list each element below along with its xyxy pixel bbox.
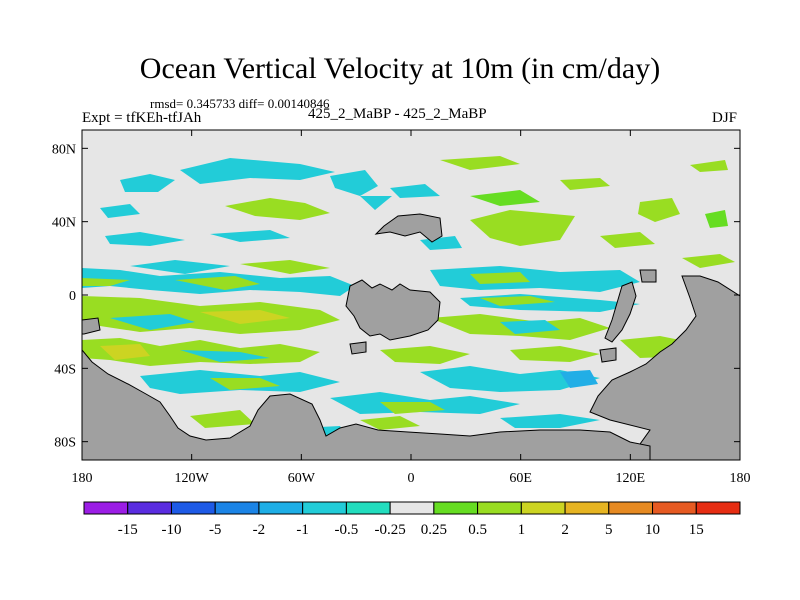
field-patch (360, 416, 420, 430)
field-patch (500, 414, 600, 428)
x-axis: 180 120W 60W 0 60E 120E 180 (72, 130, 751, 486)
colorbar: -15 -10 -5 -2 -1 -0.5 -0.25 0.25 0.5 1 2 5 10 15 (83, 501, 741, 538)
y-tick-label: 0 (69, 289, 76, 304)
land-mass (604, 281, 637, 343)
colorbar-label: 5 (605, 522, 613, 538)
field-patch (240, 260, 330, 274)
field-patch (210, 378, 280, 390)
colorbar-swatch (302, 501, 347, 515)
field-patch (638, 198, 680, 222)
colorbar-swatch (127, 501, 172, 515)
colorbar-label: 1 (518, 522, 526, 538)
land-mass (82, 317, 101, 335)
colorbar-swatch (652, 501, 697, 515)
field-patch (380, 346, 470, 364)
colorbar-swatch (345, 501, 391, 515)
field-patch (380, 402, 445, 414)
y-tick-label: 80N (52, 142, 76, 157)
land-mass (599, 347, 617, 363)
colorbar-label: -5 (209, 522, 222, 538)
field-patch (560, 178, 610, 190)
x-tick-label: 60W (288, 471, 316, 486)
chart-title: Ocean Vertical Velocity at 10m (in cm/da… (139, 52, 661, 85)
field-patch (705, 210, 728, 228)
field-patch (470, 190, 540, 206)
field-patch (500, 320, 560, 334)
colorbar-label: 2 (561, 522, 569, 538)
colorbar-label: -10 (161, 522, 181, 538)
field-patch (175, 276, 260, 290)
field-patch (682, 254, 735, 268)
field-patch (180, 350, 270, 362)
colorbar-swatch (695, 501, 741, 515)
field-patch (420, 366, 600, 392)
land-mass (82, 349, 651, 460)
field-patch (470, 272, 530, 284)
colorbar-swatch (520, 501, 566, 515)
colorbar-label: -0.25 (375, 522, 406, 538)
case-label: 425_2_MaBP - 425_2_MaBP (308, 106, 487, 122)
colorbar-label: 10 (645, 522, 660, 538)
field-patch (200, 310, 290, 324)
field-patch (560, 370, 598, 388)
field-patch (100, 344, 150, 360)
field-patch (130, 260, 230, 274)
colorbar-swatch (214, 501, 260, 515)
field-patch (690, 160, 728, 172)
field-patch (330, 170, 378, 196)
colorbar-swatch (564, 501, 610, 515)
field-patch (480, 296, 555, 306)
season-label: DJF (712, 110, 738, 126)
y-tick-label: 40S (54, 362, 76, 377)
field-patch (82, 278, 130, 286)
colorbar-label: -1 (296, 522, 309, 538)
x-tick-label: 120E (616, 471, 646, 486)
land-mass (639, 269, 657, 283)
colorbar-swatch (477, 501, 522, 515)
x-tick-label: 180 (730, 471, 751, 486)
y-axis: 80N 40N 0 40S 80S (52, 142, 740, 451)
field-patch (105, 232, 185, 246)
field-patch (110, 314, 195, 330)
colorbar-label: -0.5 (335, 522, 359, 538)
field-patch (210, 230, 290, 242)
x-tick-label: 120W (175, 471, 210, 486)
land-mass (374, 213, 443, 243)
land-mass (345, 279, 441, 341)
colorbar-swatch (170, 501, 216, 515)
land-mass (589, 275, 740, 460)
field-patch (510, 346, 600, 362)
experiment-label: Expt = tfKEh-tfJAh (82, 110, 202, 126)
field-patch (225, 198, 330, 220)
field-patch (120, 174, 175, 192)
land-mass (349, 341, 367, 355)
y-tick-label: 80S (54, 436, 76, 451)
field-patch (180, 158, 335, 184)
field-patch (430, 266, 640, 292)
y-tick-label: 40N (52, 216, 76, 231)
colorbar-label: -2 (253, 522, 266, 538)
field-patch (390, 184, 440, 198)
colorbar-label: 0.25 (421, 522, 447, 538)
colorbar-swatch (389, 501, 435, 515)
field-patch (600, 232, 655, 248)
colorbar-swatch (433, 501, 479, 515)
field-patch (470, 210, 575, 246)
field-patch (440, 156, 520, 170)
field-layer (82, 156, 740, 460)
colorbar-label: 0.5 (468, 522, 487, 538)
x-tick-label: 180 (72, 471, 93, 486)
colorbar-swatch (258, 501, 304, 515)
field-patch (360, 196, 392, 210)
x-tick-label: 0 (408, 471, 415, 486)
field-patch (100, 204, 140, 218)
field-patch (190, 410, 255, 428)
colorbar-label: 15 (689, 522, 704, 538)
colorbar-swatch (83, 501, 129, 515)
colorbar-swatch (608, 501, 654, 515)
colorbar-label: -15 (118, 522, 138, 538)
x-tick-label: 60E (509, 471, 532, 486)
rmsd-diff-label: rmsd= 0.345733 diff= 0.00140846 (150, 96, 330, 111)
